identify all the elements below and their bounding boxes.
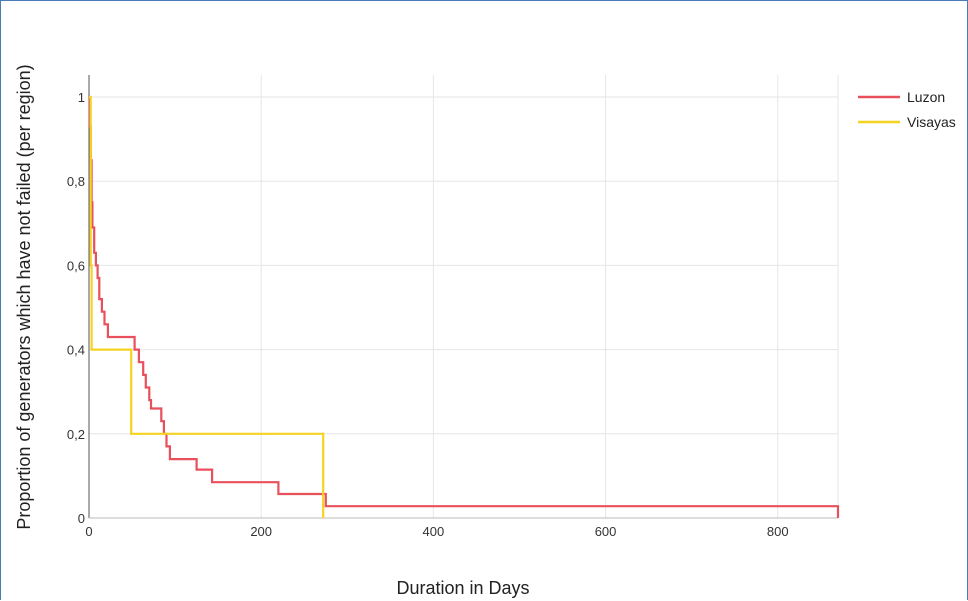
series-line-visayas (89, 95, 325, 518)
y-tick-label: 0 (78, 511, 85, 526)
series-lines (88, 95, 840, 518)
grid-lines (89, 75, 839, 518)
x-tick-label: 200 (250, 524, 272, 539)
legend: Luzon Visayas (858, 89, 956, 130)
series-line-luzon (88, 95, 840, 518)
y-axis-title: Proportion of generators which have not … (14, 64, 34, 529)
y-tick-label: 0,8 (67, 174, 85, 189)
x-tick-label: 0 (85, 524, 92, 539)
y-tick-label: 1 (78, 90, 85, 105)
y-tick-label: 0,2 (67, 427, 85, 442)
x-tick-label: 400 (423, 524, 445, 539)
legend-label-visayas: Visayas (907, 114, 956, 130)
tick-labels: 0 200 400 600 800 0 0,2 0,4 0,6 0,8 1 (67, 90, 789, 539)
x-tick-label: 800 (767, 524, 789, 539)
y-tick-label: 0,4 (67, 343, 85, 358)
y-tick-label: 0,6 (67, 258, 85, 273)
x-tick-label: 600 (595, 524, 617, 539)
legend-label-luzon: Luzon (907, 89, 945, 105)
x-axis-title: Duration in Days (396, 578, 529, 598)
axes (88, 75, 838, 519)
